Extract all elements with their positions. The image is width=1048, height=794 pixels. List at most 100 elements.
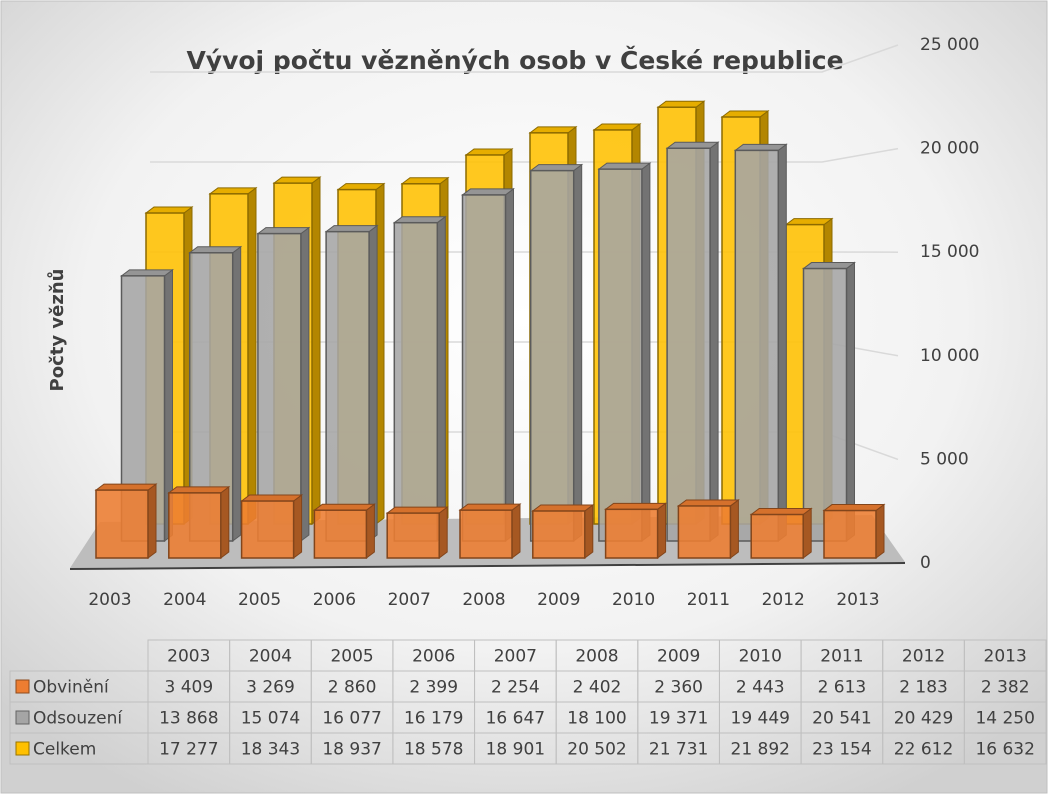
- bar-top: [802, 262, 856, 270]
- x-tick-label: 2003: [88, 590, 131, 610]
- bar-side: [511, 503, 521, 559]
- bar-top: [597, 162, 652, 170]
- bar-top: [749, 508, 813, 516]
- bar: [529, 169, 575, 542]
- y-axis-label: Počty vězňů: [46, 269, 68, 392]
- y-tick-label: 25 000: [920, 35, 979, 55]
- bar-top: [256, 227, 311, 235]
- bar: [95, 489, 149, 559]
- bar-side: [802, 507, 812, 559]
- bar-top: [400, 177, 450, 185]
- bar-side: [875, 503, 885, 559]
- bar-side: [436, 215, 446, 542]
- table-value: 2 360: [654, 678, 703, 698]
- bar-top: [529, 164, 584, 172]
- legend-label: Celkem: [33, 740, 96, 760]
- bar: [313, 509, 368, 559]
- bar: [459, 509, 513, 559]
- x-tick-label: 2010: [612, 590, 655, 610]
- bar-side: [573, 163, 583, 542]
- bar: [257, 232, 302, 542]
- bar-top: [528, 126, 578, 134]
- floor-edge: [69, 562, 906, 570]
- chart-title: Vývoj počtu vězněných osob v České repub…: [186, 45, 843, 75]
- table-value: 2 443: [736, 678, 785, 698]
- bar-side: [147, 483, 157, 559]
- grid-line: [150, 44, 899, 73]
- bar: [604, 508, 659, 559]
- bar-side: [232, 245, 242, 542]
- bar-side: [505, 187, 514, 542]
- table-value: 18 937: [322, 740, 381, 760]
- table-value: 16 632: [975, 740, 1034, 760]
- bar-top: [385, 506, 449, 514]
- bar-side: [293, 494, 303, 559]
- bar-top: [604, 502, 668, 510]
- bar-side: [641, 162, 651, 542]
- table-value: 3 409: [164, 678, 213, 698]
- bar-side: [247, 186, 257, 525]
- table-value: 16 179: [404, 709, 463, 729]
- x-tick-label: 2011: [687, 590, 730, 610]
- bar: [393, 221, 439, 542]
- bar-side: [729, 498, 739, 559]
- bar-top: [592, 123, 642, 131]
- bar-top: [336, 183, 386, 191]
- table-value: 16 647: [486, 709, 545, 729]
- bar-side: [584, 503, 594, 559]
- bar-side: [777, 143, 787, 542]
- bar-top: [144, 206, 194, 214]
- grid-line: [150, 147, 899, 163]
- bar-side: [311, 176, 321, 525]
- bar-side: [368, 224, 378, 542]
- table-header: 2012: [902, 647, 945, 667]
- bar: [750, 513, 804, 559]
- table-value: 20 429: [894, 709, 953, 729]
- bar-side: [657, 502, 667, 559]
- bar-side: [438, 506, 448, 559]
- table-value: 21 731: [649, 740, 708, 760]
- table-header: 2008: [575, 647, 618, 667]
- table-value: 14 250: [975, 709, 1034, 729]
- table-header: 2007: [494, 647, 537, 667]
- bar-top: [720, 110, 770, 118]
- bar: [677, 505, 732, 559]
- bar: [666, 147, 711, 542]
- x-tick-label: 2009: [537, 590, 580, 610]
- bar-top: [733, 143, 788, 151]
- legend-label: Odsouzení: [33, 709, 123, 729]
- table-header: 2010: [739, 647, 782, 667]
- table-value: 20 541: [812, 709, 871, 729]
- bar-top: [324, 225, 379, 233]
- bar-top: [240, 494, 304, 502]
- table-value: 21 892: [731, 740, 790, 760]
- y-tick-label: 5 000: [920, 449, 969, 469]
- bar: [734, 149, 780, 542]
- table-value: 20 502: [567, 740, 626, 760]
- table-header: 2013: [984, 647, 1027, 667]
- bar-side: [846, 261, 855, 542]
- x-tick-label: 2006: [313, 590, 356, 610]
- bar-top: [120, 269, 174, 277]
- bar-top: [312, 503, 376, 511]
- table-value: 18 343: [241, 740, 300, 760]
- bar-top: [167, 486, 231, 494]
- bar: [240, 500, 295, 559]
- x-tick-label: 2008: [462, 590, 505, 610]
- table-value: 19 371: [649, 709, 708, 729]
- bar: [598, 168, 643, 542]
- table-value: 13 868: [159, 709, 218, 729]
- bar-top: [464, 148, 514, 156]
- bar: [325, 230, 370, 542]
- table-cell: [963, 732, 1047, 765]
- bar-top: [458, 503, 522, 511]
- bar-top: [531, 504, 595, 512]
- bar-top: [461, 188, 515, 196]
- x-tick-label: 2013: [836, 590, 879, 610]
- bar-top: [94, 483, 158, 491]
- x-tick-label: 2007: [388, 590, 431, 610]
- bar-top: [784, 218, 834, 226]
- table-header: 2005: [330, 647, 373, 667]
- y-tick-label: 20 000: [920, 139, 979, 159]
